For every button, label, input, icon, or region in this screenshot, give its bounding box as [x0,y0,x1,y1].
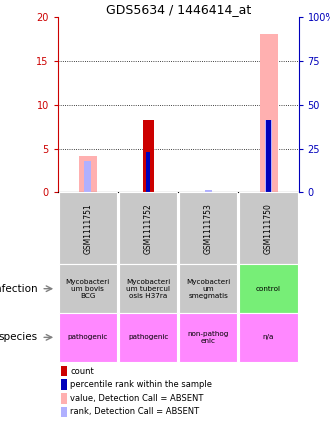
Text: count: count [70,367,94,376]
Bar [59,313,117,362]
Bar [179,192,238,264]
Text: GSM1111750: GSM1111750 [264,203,273,254]
Bar [59,264,117,313]
Text: pathogenic: pathogenic [128,334,168,341]
Text: Mycobacteri
um
smegmatis: Mycobacteri um smegmatis [186,279,230,299]
Bar [119,313,177,362]
Bar [119,264,177,313]
Bar [239,192,298,264]
Text: species: species [0,332,38,342]
Bar [239,313,298,362]
Bar [61,379,67,390]
Bar [119,192,177,264]
Text: infection: infection [0,284,38,294]
Bar [61,393,67,404]
Bar [84,161,91,192]
Bar [61,407,67,417]
Bar [179,264,238,313]
Text: GSM1111751: GSM1111751 [83,203,92,254]
Bar [61,366,67,376]
Text: value, Detection Call = ABSENT: value, Detection Call = ABSENT [70,394,204,403]
Text: non-pathog
enic: non-pathog enic [188,331,229,344]
Bar [205,190,212,192]
Text: rank, Detection Call = ABSENT: rank, Detection Call = ABSENT [70,407,199,416]
Bar [59,192,117,264]
Text: GSM1111753: GSM1111753 [204,203,213,254]
Bar [79,156,97,192]
Text: GSM1111752: GSM1111752 [144,203,152,254]
Text: percentile rank within the sample: percentile rank within the sample [70,380,212,389]
Bar [265,121,272,192]
Text: Mycobacteri
um tubercul
osis H37ra: Mycobacteri um tubercul osis H37ra [126,279,170,299]
Bar [259,33,278,192]
Text: n/a: n/a [263,334,274,341]
Text: control: control [256,286,281,292]
Bar [266,121,271,192]
Bar [146,152,150,192]
Title: GDS5634 / 1446414_at: GDS5634 / 1446414_at [106,3,251,16]
Bar [239,264,298,313]
Bar [179,313,238,362]
Bar [143,120,153,192]
Text: pathogenic: pathogenic [68,334,108,341]
Text: Mycobacteri
um bovis
BCG: Mycobacteri um bovis BCG [66,279,110,299]
